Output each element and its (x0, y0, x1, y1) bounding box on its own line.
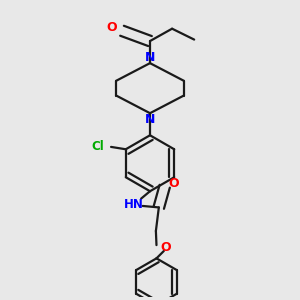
Text: O: O (169, 177, 179, 190)
Text: O: O (160, 241, 171, 254)
Text: N: N (145, 51, 155, 64)
Text: O: O (106, 21, 117, 34)
Text: N: N (145, 112, 155, 126)
Text: Cl: Cl (92, 140, 104, 153)
Text: HN: HN (124, 198, 144, 211)
